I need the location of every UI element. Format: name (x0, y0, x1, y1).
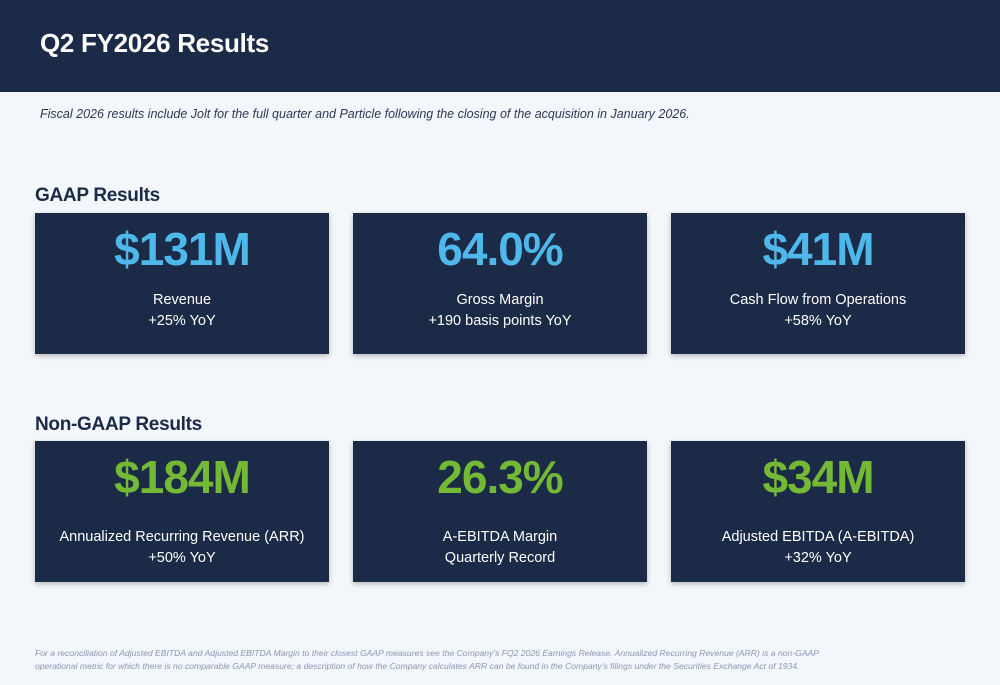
arr-value: $184M (114, 451, 251, 503)
adjusted-ebitda-label: Adjusted EBITDA (A-EBITDA) (721, 529, 915, 545)
gross-margin-label: Gross Margin (456, 292, 544, 308)
ebitda-margin-sublabel: Quarterly Record (444, 550, 556, 566)
gross-margin-value: 64.0% (437, 223, 563, 275)
revenue-value: $131M (114, 223, 251, 275)
revenue-sublabel: +25% YoY (148, 313, 216, 329)
page-title: Q2 FY2026 Results (40, 28, 270, 58)
arr-label: Annualized Recurring Revenue (ARR) (59, 529, 305, 545)
ebitda-margin-card: 26.3% A-EBITDA Margin Quarterly Record (353, 441, 647, 582)
cash-flow-card: $41M Cash Flow from Operations +58% YoY (671, 213, 965, 354)
gaap-cards: $131M Revenue +25% YoY 64.0% Gross Margi… (35, 213, 965, 354)
adjusted-ebitda-sublabel: +32% YoY (784, 550, 852, 566)
nongaap-section-title: Non-GAAP Results (35, 414, 202, 435)
cash-flow-sublabel: +58% YoY (784, 313, 852, 329)
cash-flow-label: Cash Flow from Operations (729, 292, 907, 308)
footnote-line-2: operational metric for which there is no… (35, 661, 800, 671)
header-banner: Q2 FY2026 Results (0, 0, 1000, 92)
cash-flow-value: $41M (762, 223, 874, 275)
gross-margin-sublabel: +190 basis points YoY (428, 313, 572, 329)
footnote-line-1: For a reconciliation of Adjusted EBITDA … (35, 648, 820, 658)
adjusted-ebitda-card: $34M Adjusted EBITDA (A-EBITDA) +32% YoY (671, 441, 965, 582)
adjusted-ebitda-value: $34M (762, 451, 874, 503)
nongaap-cards: $184M Annualized Recurring Revenue (ARR)… (35, 441, 965, 582)
revenue-card: $131M Revenue +25% YoY (35, 213, 329, 354)
revenue-label: Revenue (152, 292, 212, 308)
gaap-section-title: GAAP Results (35, 185, 160, 206)
arr-card: $184M Annualized Recurring Revenue (ARR)… (35, 441, 329, 582)
gross-margin-card: 64.0% Gross Margin +190 basis points YoY (353, 213, 647, 354)
footnote: For a reconciliation of Adjusted EBITDA … (35, 647, 855, 673)
subtitle-note: Fiscal 2026 results include Jolt for the… (40, 107, 690, 121)
ebitda-margin-label: A-EBITDA Margin (442, 529, 558, 545)
ebitda-margin-value: 26.3% (437, 451, 563, 503)
arr-sublabel: +50% YoY (148, 550, 216, 566)
